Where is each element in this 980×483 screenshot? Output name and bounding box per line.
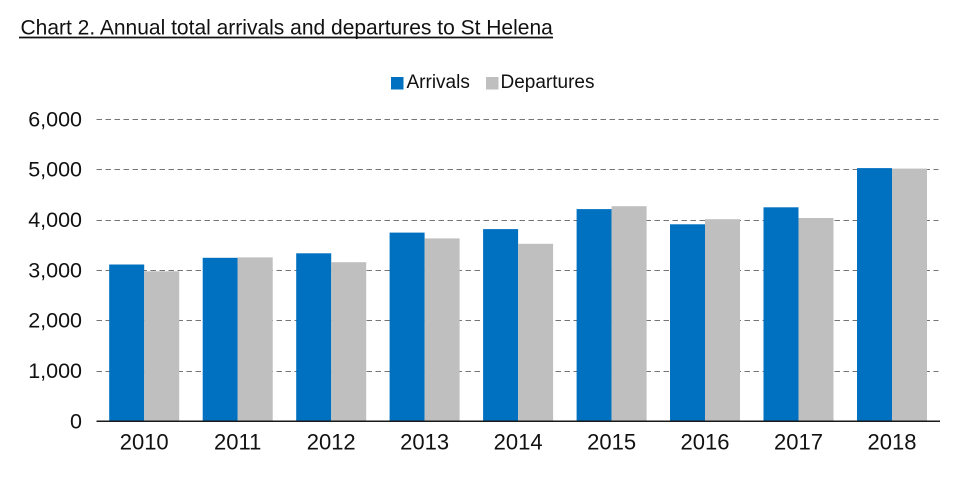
svg-text:2015: 2015 xyxy=(587,430,636,455)
svg-text:1,000: 1,000 xyxy=(28,359,82,383)
svg-text:3,000: 3,000 xyxy=(28,258,82,282)
svg-text:2011: 2011 xyxy=(214,430,261,455)
svg-text:4,000: 4,000 xyxy=(28,208,82,232)
svg-text:2016: 2016 xyxy=(681,430,730,455)
svg-text:Departures: Departures xyxy=(501,72,595,93)
svg-text:2017: 2017 xyxy=(774,430,823,455)
svg-text:5,000: 5,000 xyxy=(28,158,82,182)
svg-text:Arrivals: Arrivals xyxy=(407,72,470,93)
svg-text:2014: 2014 xyxy=(494,430,543,455)
svg-text:2012: 2012 xyxy=(307,430,356,455)
svg-text:6,000: 6,000 xyxy=(28,107,82,131)
svg-text:Chart 2. Annual total arrivals: Chart 2. Annual total arrivals and depar… xyxy=(21,17,554,40)
svg-text:0: 0 xyxy=(70,409,82,433)
svg-text:2018: 2018 xyxy=(868,430,917,455)
svg-text:2010: 2010 xyxy=(120,430,169,455)
svg-text:2,000: 2,000 xyxy=(28,309,82,333)
svg-text:2013: 2013 xyxy=(400,430,449,455)
